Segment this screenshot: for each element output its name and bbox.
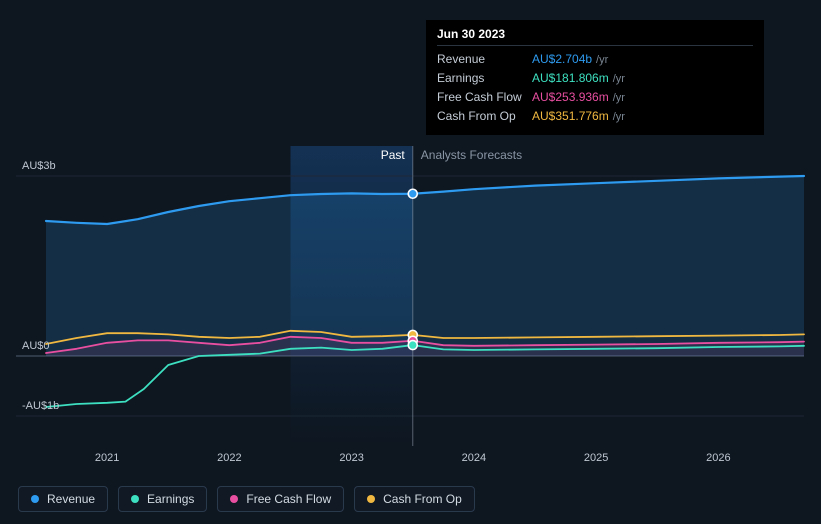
label-past: Past bbox=[381, 148, 405, 162]
tooltip-unit: /yr bbox=[613, 70, 625, 88]
tooltip-key: Revenue bbox=[437, 50, 532, 68]
legend-label: Earnings bbox=[147, 492, 194, 506]
legend-label: Free Cash Flow bbox=[246, 492, 331, 506]
x-axis-label: 2023 bbox=[339, 452, 363, 464]
tooltip-row: RevenueAU$2.704b/yr bbox=[437, 50, 753, 69]
legend-item-cash-from-op[interactable]: Cash From Op bbox=[354, 486, 475, 512]
legend-item-earnings[interactable]: Earnings bbox=[118, 486, 207, 512]
tooltip-key: Cash From Op bbox=[437, 107, 532, 125]
chart-tooltip: Jun 30 2023 RevenueAU$2.704b/yrEarningsA… bbox=[426, 20, 764, 135]
x-axis-label: 2021 bbox=[95, 452, 119, 464]
y-axis-label: AU$3b bbox=[22, 160, 56, 172]
tooltip-value: AU$253.936m bbox=[532, 88, 609, 106]
legend-item-free-cash-flow[interactable]: Free Cash Flow bbox=[217, 486, 344, 512]
financials-chart: AU$3b AU$0 -AU$1b 2021 2022 2023 2024 2025 2026… bbox=[0, 0, 821, 524]
x-axis-label: 2025 bbox=[584, 452, 608, 464]
x-axis-label: 2026 bbox=[706, 452, 730, 464]
x-axis-label: 2024 bbox=[462, 452, 486, 464]
tooltip-value: AU$2.704b bbox=[532, 50, 592, 68]
legend-item-revenue[interactable]: Revenue bbox=[18, 486, 108, 512]
tooltip-key: Free Cash Flow bbox=[437, 88, 532, 106]
tooltip-value: AU$351.776m bbox=[532, 107, 609, 125]
y-axis-label: AU$0 bbox=[22, 340, 50, 352]
y-axis-label: -AU$1b bbox=[22, 400, 59, 412]
tooltip-unit: /yr bbox=[596, 51, 608, 69]
tooltip-row: EarningsAU$181.806m/yr bbox=[437, 69, 753, 88]
legend-swatch bbox=[230, 495, 238, 503]
legend-swatch bbox=[31, 495, 39, 503]
x-axis-label: 2022 bbox=[217, 452, 241, 464]
label-analysts-forecasts: Analysts Forecasts bbox=[421, 148, 522, 162]
tooltip-row: Cash From OpAU$351.776m/yr bbox=[437, 107, 753, 126]
tooltip-row: Free Cash FlowAU$253.936m/yr bbox=[437, 88, 753, 107]
legend-label: Revenue bbox=[47, 492, 95, 506]
chart-legend: Revenue Earnings Free Cash Flow Cash From O… bbox=[18, 486, 475, 512]
legend-label: Cash From Op bbox=[383, 492, 462, 506]
tooltip-value: AU$181.806m bbox=[532, 69, 609, 87]
legend-swatch bbox=[367, 495, 375, 503]
tooltip-key: Earnings bbox=[437, 69, 532, 87]
tooltip-unit: /yr bbox=[613, 89, 625, 107]
legend-swatch bbox=[131, 495, 139, 503]
tooltip-date: Jun 30 2023 bbox=[437, 27, 753, 46]
tooltip-unit: /yr bbox=[613, 108, 625, 126]
